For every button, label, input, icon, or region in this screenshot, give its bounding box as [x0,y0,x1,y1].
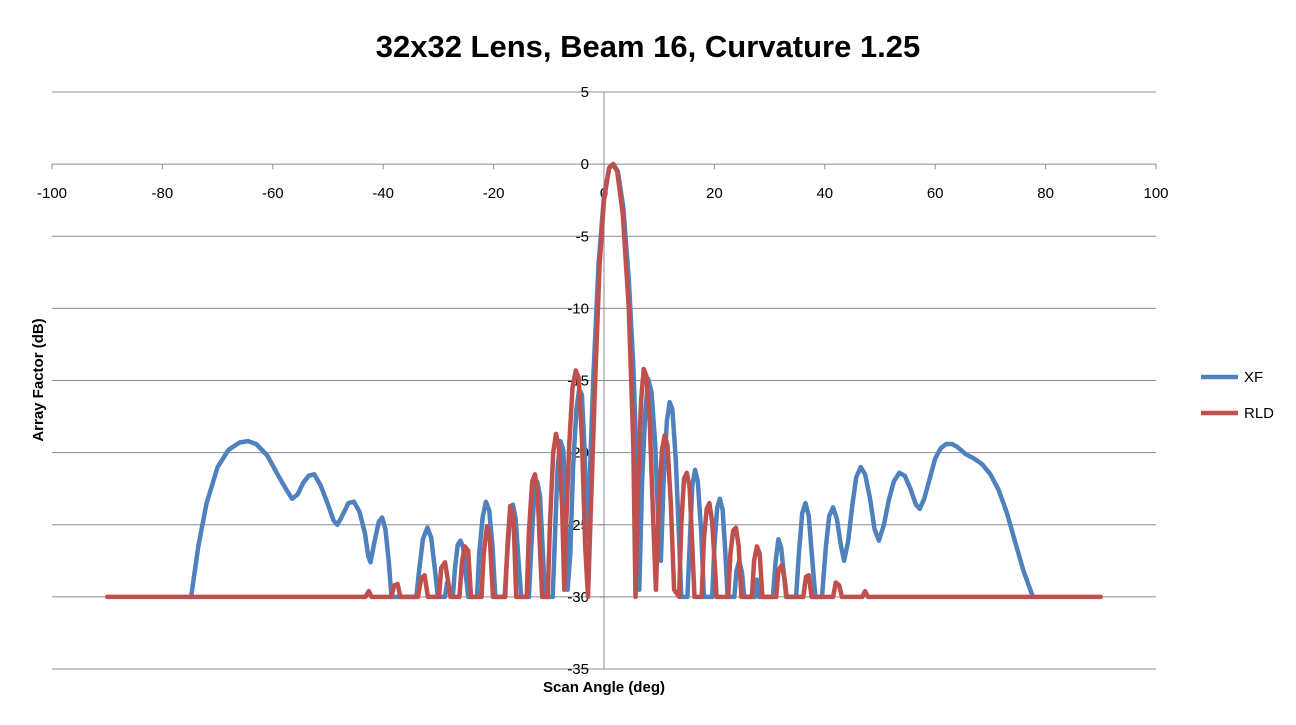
y-tick-label: -5 [576,228,589,245]
y-tick-label: 5 [581,84,589,101]
y-tick-label: -10 [567,300,589,317]
chart-title: 32x32 Lens, Beam 16, Curvature 1.25 [376,29,921,64]
y-tick-label: -30 [567,589,589,606]
legend: XF RLD [1201,369,1274,422]
x-tick-label: 20 [706,185,723,202]
x-tick-label: -20 [483,185,505,202]
y-tick-label: 0 [581,156,589,173]
x-tick-label: 100 [1143,185,1168,202]
x-tick-label: 60 [927,185,944,202]
x-tick-label: 80 [1037,185,1054,202]
x-tick-label: 40 [816,185,833,202]
x-tick-label: -80 [152,185,174,202]
plot-area [104,161,1104,600]
series-line-rld [104,161,1104,600]
y-axis-title: Array Factor (dB) [30,318,47,441]
y-tick-label: -35 [567,661,589,678]
legend-label-xf: XF [1244,369,1263,386]
x-axis-title: Scan Angle (deg) [543,679,665,696]
x-tick-label: -40 [372,185,394,202]
legend-label-rld: RLD [1244,405,1274,422]
x-tick-label: -60 [262,185,284,202]
x-tick-label: -100 [37,185,67,202]
